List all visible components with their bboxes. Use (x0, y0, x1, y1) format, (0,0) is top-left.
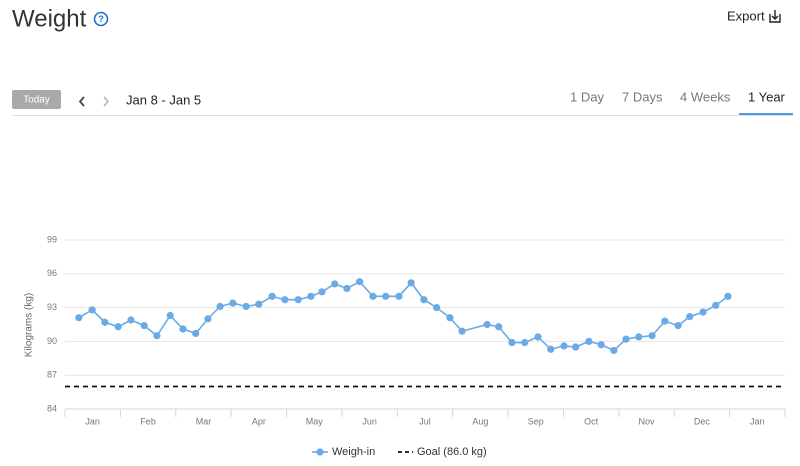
data-point (294, 296, 302, 304)
y-axis-title: Kilograms (kg) (24, 293, 35, 357)
data-point (153, 332, 161, 340)
page-title: Weight (12, 5, 87, 32)
x-tick-label: Jan (750, 416, 765, 426)
y-tick-label: 96 (47, 268, 57, 278)
data-point (534, 333, 542, 341)
data-point (572, 343, 580, 351)
data-point (610, 346, 618, 355)
data-point (242, 302, 250, 311)
data-point (458, 327, 466, 335)
x-tick-label: Jul (419, 416, 431, 426)
data-point (101, 318, 109, 326)
data-point (140, 322, 148, 330)
range-tab[interactable]: 4 Weeks (680, 89, 731, 104)
data-point (331, 280, 339, 288)
range-tab[interactable]: 1 Day (570, 89, 604, 104)
data-point (622, 335, 630, 343)
data-point (395, 292, 403, 300)
y-tick-label: 84 (47, 403, 57, 413)
data-point (356, 278, 364, 286)
data-point (686, 313, 694, 321)
x-tick-label: Apr (252, 416, 266, 426)
data-point (420, 296, 428, 304)
x-tick-label: Feb (140, 416, 156, 426)
data-point (560, 342, 568, 350)
data-point (369, 292, 377, 300)
data-point (712, 301, 720, 309)
data-point (216, 302, 224, 311)
data-point (407, 279, 415, 287)
x-tick-label: Nov (639, 416, 656, 426)
next-arrow[interactable] (103, 96, 110, 107)
x-tick-label: Sep (528, 416, 544, 426)
data-point (255, 300, 263, 308)
help-icon[interactable] (93, 11, 109, 27)
x-tick-label: Jan (85, 416, 100, 426)
export-icon[interactable] (769, 10, 781, 23)
x-tick-label: Aug (472, 416, 488, 426)
data-point (648, 332, 656, 340)
data-point (75, 314, 83, 322)
x-tick-label: Mar (196, 416, 212, 426)
legend-swatch (316, 448, 324, 456)
data-point (281, 296, 289, 304)
data-point (192, 329, 200, 338)
data-point (268, 292, 276, 300)
data-point (307, 292, 315, 300)
data-point (382, 292, 390, 300)
data-point (166, 311, 174, 320)
data-point (127, 316, 135, 324)
today-button[interactable] (12, 90, 61, 109)
data-point (179, 325, 187, 333)
data-point (343, 284, 351, 293)
y-tick-label: 90 (47, 336, 57, 346)
help-icon-label[interactable]: ? (98, 14, 104, 24)
x-tick-label: May (306, 416, 324, 426)
data-point (724, 292, 732, 300)
data-point (483, 320, 491, 329)
data-point (585, 337, 593, 345)
prev-arrow[interactable] (78, 96, 85, 107)
data-point (521, 338, 529, 347)
x-tick-label: Jun (362, 416, 377, 426)
data-point (114, 323, 122, 331)
y-tick-label: 87 (47, 370, 57, 380)
date-range: Jan 8 - Jan 5 (126, 92, 201, 107)
data-point (229, 299, 237, 307)
y-tick-label: 93 (47, 302, 57, 312)
data-point (635, 333, 643, 341)
data-point (495, 323, 503, 331)
x-tick-label: Dec (694, 416, 711, 426)
legend-label[interactable]: Weigh-in (332, 446, 375, 458)
y-tick-label: 99 (47, 234, 57, 244)
export-button[interactable]: Export (727, 8, 765, 23)
range-tab[interactable]: 7 Days (622, 89, 663, 104)
today-button-label[interactable]: Today (23, 95, 50, 106)
data-point (661, 317, 669, 325)
data-point (597, 341, 605, 349)
range-tab[interactable]: 1 Year (748, 89, 786, 104)
data-point (508, 338, 516, 347)
tab-underline (739, 113, 793, 115)
data-point (699, 308, 707, 316)
data-point (446, 314, 454, 322)
data-point (318, 288, 326, 296)
data-point (547, 345, 555, 353)
data-point (674, 322, 682, 330)
legend-label[interactable]: Goal (86.0 kg) (417, 446, 487, 458)
data-point (204, 315, 212, 323)
x-tick-label: Oct (584, 416, 599, 426)
data-point (433, 304, 441, 312)
data-point (88, 306, 96, 314)
series-line (78, 280, 729, 352)
